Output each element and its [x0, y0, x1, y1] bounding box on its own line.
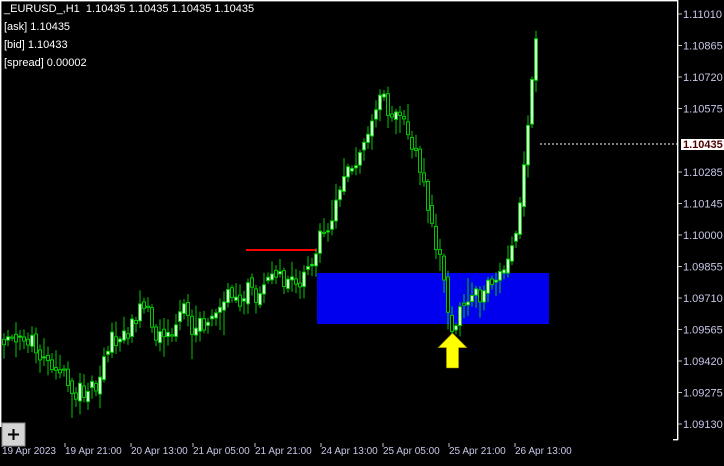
svg-text:19 Apr 2023: 19 Apr 2023	[2, 446, 56, 457]
svg-text:[spread] 0.00002: [spread] 0.00002	[4, 57, 87, 69]
svg-text:20 Apr 13:00: 20 Apr 13:00	[131, 446, 188, 457]
svg-text:25 Apr 21:00: 25 Apr 21:00	[449, 446, 506, 457]
svg-text:[bid] 1.10433: [bid] 1.10433	[4, 39, 68, 51]
svg-text:26 Apr 13:00: 26 Apr 13:00	[515, 446, 572, 457]
svg-text:1.09855: 1.09855	[683, 262, 723, 274]
svg-text:1.10145: 1.10145	[683, 199, 723, 211]
svg-text:1.09420: 1.09420	[683, 356, 723, 368]
svg-text:1.10720: 1.10720	[683, 72, 723, 84]
svg-text:1.10435: 1.10435	[683, 139, 723, 151]
svg-text:1.10575: 1.10575	[683, 104, 723, 116]
svg-text:[ask] 1.10435: [ask] 1.10435	[4, 21, 70, 33]
svg-text:1.10865: 1.10865	[683, 41, 723, 53]
svg-text:1.09710: 1.09710	[683, 293, 723, 305]
svg-text:1.09275: 1.09275	[683, 388, 723, 400]
svg-text:1.09565: 1.09565	[683, 325, 723, 337]
svg-text:19 Apr 21:00: 19 Apr 21:00	[65, 446, 122, 457]
svg-text:1.09130: 1.09130	[683, 419, 723, 431]
svg-text:1.10285: 1.10285	[683, 167, 723, 179]
svg-text:21 Apr 21:00: 21 Apr 21:00	[255, 446, 312, 457]
svg-text:25 Apr 05:00: 25 Apr 05:00	[383, 446, 440, 457]
svg-text:_EURUSD_,H1 1.10435 1.10435 1: _EURUSD_,H1 1.10435 1.10435 1.10435 1.10…	[3, 3, 254, 15]
svg-text:21 Apr 05:00: 21 Apr 05:00	[193, 446, 250, 457]
svg-text:24 Apr 13:00: 24 Apr 13:00	[321, 446, 378, 457]
svg-text:1.10000: 1.10000	[683, 230, 723, 242]
svg-text:1.11010: 1.11010	[683, 9, 722, 21]
